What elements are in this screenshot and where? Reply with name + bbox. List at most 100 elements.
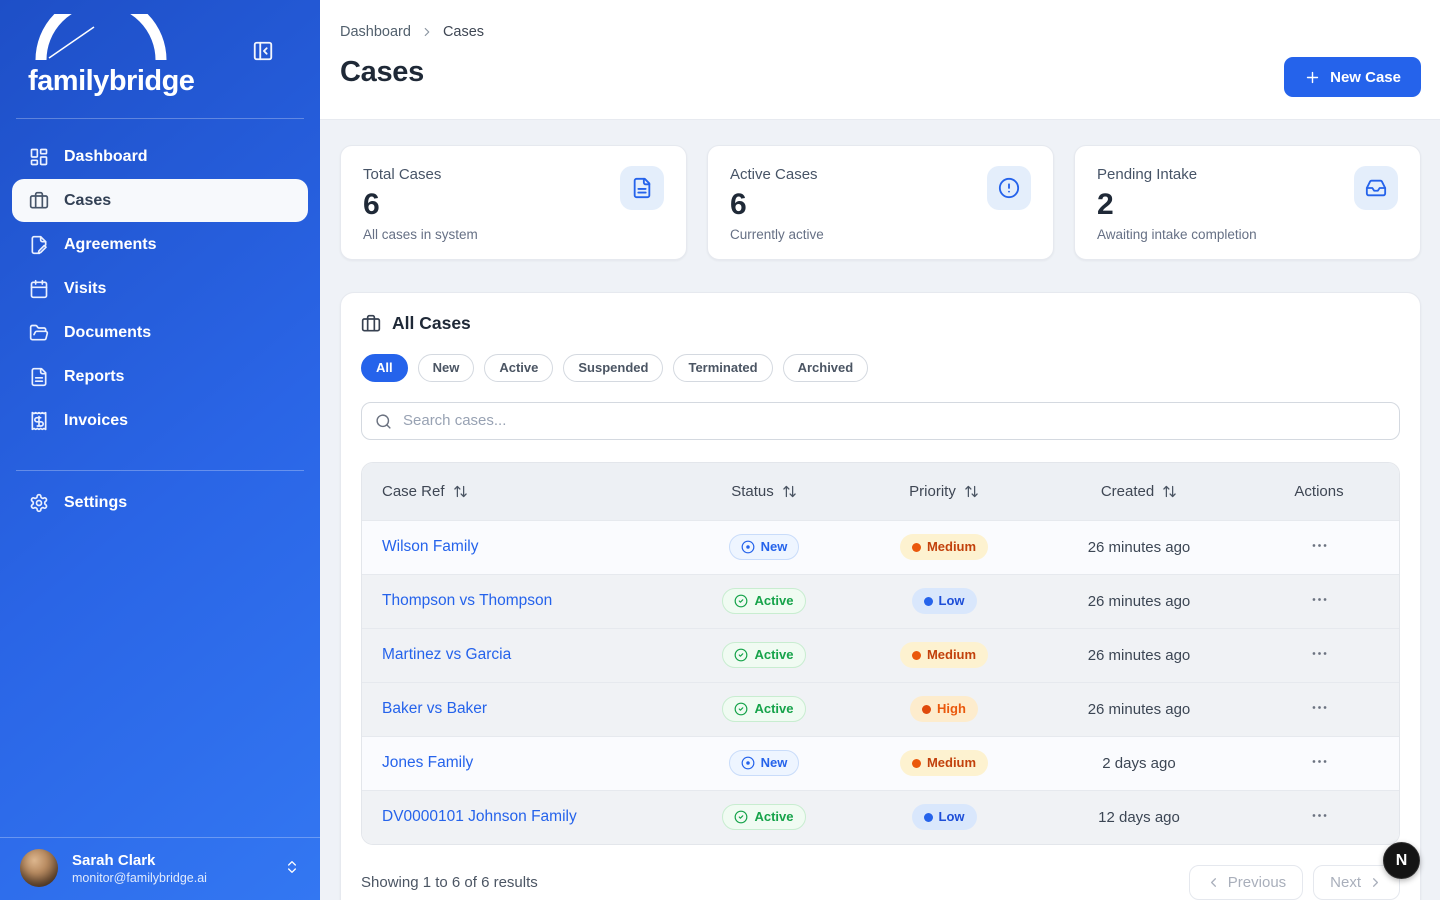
calendar-icon xyxy=(29,279,49,299)
sidebar-item-dashboard[interactable]: Dashboard xyxy=(12,135,308,178)
cases-table: Case Ref Status PriorityCreated Actions Wil… xyxy=(361,462,1400,845)
gear-icon xyxy=(29,493,49,513)
user-avatar[interactable] xyxy=(20,849,58,887)
user-email: monitor@familybridge.ai xyxy=(72,871,268,885)
filter-chip-suspended[interactable]: Suspended xyxy=(563,354,663,382)
stat-description: Awaiting intake completion xyxy=(1097,227,1398,242)
chevrons-up-down-icon xyxy=(284,859,300,875)
search-bar xyxy=(361,402,1400,440)
new-case-button[interactable]: New Case xyxy=(1284,57,1421,97)
column-header-priority[interactable]: Priority xyxy=(849,483,1039,500)
priority-badge: Medium xyxy=(900,750,988,776)
case-link[interactable]: Baker vs Baker xyxy=(382,700,487,718)
row-actions-button[interactable] xyxy=(1306,640,1333,670)
row-actions-button[interactable] xyxy=(1306,694,1333,724)
briefcase-icon xyxy=(361,314,381,334)
case-link[interactable]: Jones Family xyxy=(382,754,473,772)
results-summary: Showing 1 to 6 of 6 results xyxy=(361,874,538,891)
priority-dot-icon xyxy=(924,813,933,822)
user-menu[interactable]: Sarah Clark monitor@familybridge.ai xyxy=(0,837,320,900)
stat-card-active-cases: Active Cases6Currently active xyxy=(707,145,1054,260)
column-header-label: Actions xyxy=(1294,483,1343,500)
breadcrumb-cases[interactable]: Cases xyxy=(443,24,484,40)
status-label: Active xyxy=(754,809,793,825)
row-actions-button[interactable] xyxy=(1306,532,1333,562)
sort-icon xyxy=(782,484,797,499)
status-label: Active xyxy=(754,593,793,609)
next-label: Next xyxy=(1330,874,1361,891)
table-row-wilson-family[interactable]: Wilson FamilyNewMedium26 minutes ago xyxy=(362,520,1399,574)
sidebar-item-label: Invoices xyxy=(64,412,128,430)
filter-chip-active[interactable]: Active xyxy=(484,354,553,382)
sidebar-item-reports[interactable]: Reports xyxy=(12,355,308,398)
sidebar-item-label: Dashboard xyxy=(64,148,148,166)
case-link[interactable]: DV0000101 Johnson Family xyxy=(382,808,577,826)
row-actions-button[interactable] xyxy=(1306,748,1333,778)
column-header-case-ref[interactable]: Case Ref xyxy=(362,483,679,500)
breadcrumb: Dashboard Cases xyxy=(340,24,1421,40)
status-badge: New xyxy=(729,534,800,560)
table-row-dv0000101-johnson-family[interactable]: DV0000101 Johnson FamilyActiveLow12 days… xyxy=(362,790,1399,844)
row-actions-button[interactable] xyxy=(1306,802,1333,832)
sidebar-collapse-button[interactable] xyxy=(250,38,276,67)
priority-badge: Low xyxy=(912,804,977,830)
created-timestamp: 26 minutes ago xyxy=(1088,539,1191,556)
priority-dot-icon xyxy=(912,759,921,768)
priority-dot-icon xyxy=(922,705,931,714)
column-header-created[interactable]: Created xyxy=(1039,483,1239,500)
sidebar-item-label: Visits xyxy=(64,280,106,298)
column-header-label: Status xyxy=(731,483,774,500)
inbox-icon xyxy=(1365,177,1387,199)
priority-label: Low xyxy=(939,593,965,609)
case-link[interactable]: Martinez vs Garcia xyxy=(382,646,511,664)
sidebar-item-visits[interactable]: Visits xyxy=(12,267,308,310)
table-row-jones-family[interactable]: Jones FamilyNewMedium2 days ago xyxy=(362,736,1399,790)
sort-icon xyxy=(453,484,468,499)
sidebar-item-cases[interactable]: Cases xyxy=(12,179,308,222)
stat-icon-box xyxy=(987,166,1031,210)
column-header-status[interactable]: Status xyxy=(679,483,849,500)
sidebar-item-settings[interactable]: Settings xyxy=(12,481,308,524)
filter-chip-new[interactable]: New xyxy=(418,354,475,382)
status-label: Active xyxy=(754,701,793,717)
sidebar-item-documents[interactable]: Documents xyxy=(12,311,308,354)
case-link[interactable]: Thompson vs Thompson xyxy=(382,592,552,610)
sidebar-item-invoices[interactable]: Invoices xyxy=(12,399,308,442)
dev-overlay-badge[interactable]: N xyxy=(1383,842,1420,879)
stat-label: Total Cases xyxy=(363,166,664,183)
status-badge: New xyxy=(729,750,800,776)
ellipsis-icon xyxy=(1310,752,1329,771)
previous-page-button[interactable]: Previous xyxy=(1189,865,1303,900)
sidebar-item-agreements[interactable]: Agreements xyxy=(12,223,308,266)
breadcrumb-dashboard[interactable]: Dashboard xyxy=(340,24,411,40)
table-row-baker-vs-baker[interactable]: Baker vs BakerActiveHigh26 minutes ago xyxy=(362,682,1399,736)
chevron-right-icon xyxy=(1368,875,1383,890)
priority-dot-icon xyxy=(912,651,921,660)
case-link[interactable]: Wilson Family xyxy=(382,538,478,556)
ellipsis-icon xyxy=(1310,806,1329,825)
filter-chip-all[interactable]: All xyxy=(361,354,408,382)
stat-label: Pending Intake xyxy=(1097,166,1398,183)
previous-label: Previous xyxy=(1228,874,1286,891)
user-menu-toggle-button[interactable] xyxy=(282,857,302,880)
stat-label: Active Cases xyxy=(730,166,1031,183)
status-active-icon xyxy=(734,702,748,716)
stat-icon-box xyxy=(620,166,664,210)
folder-open-icon xyxy=(29,323,49,343)
page-header: Dashboard Cases Cases New Case xyxy=(320,0,1440,120)
search-input[interactable] xyxy=(361,402,1400,440)
priority-label: Medium xyxy=(927,647,976,663)
priority-dot-icon xyxy=(924,597,933,606)
status-active-icon xyxy=(734,810,748,824)
content-area: Total Cases6All cases in systemActive Ca… xyxy=(320,120,1440,900)
chevron-left-icon xyxy=(1206,875,1221,890)
table-row-martinez-vs-garcia[interactable]: Martinez vs GarciaActiveMedium26 minutes… xyxy=(362,628,1399,682)
filter-chip-terminated[interactable]: Terminated xyxy=(673,354,772,382)
row-actions-button[interactable] xyxy=(1306,586,1333,616)
filter-chip-archived[interactable]: Archived xyxy=(783,354,869,382)
table-body: Wilson Family New Medium 26 minutes ago Thom… xyxy=(362,520,1399,844)
brand-name: familybridge xyxy=(28,65,292,98)
table-row-thompson-vs-thompson[interactable]: Thompson vs ThompsonActiveLow26 minutes … xyxy=(362,574,1399,628)
priority-badge: High xyxy=(910,696,978,722)
user-name: Sarah Clark xyxy=(72,852,268,869)
